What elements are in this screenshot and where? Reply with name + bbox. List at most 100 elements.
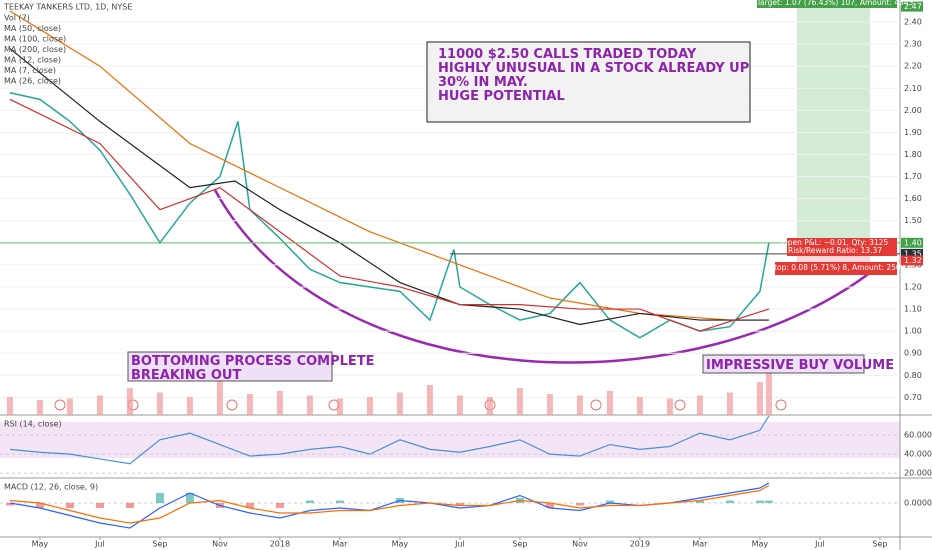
price-tag-label: 1.40 [904, 238, 922, 247]
y-tick-label: 2.10 [904, 84, 922, 93]
x-tick-label: 2018 [270, 540, 290, 549]
annotation-box [127, 351, 333, 382]
volume-bar [396, 392, 403, 415]
y-tick-label: 2.40 [904, 18, 922, 27]
histogram-bar [335, 500, 344, 503]
histogram-bar [155, 493, 164, 503]
y-tick-label: 0.0000 [904, 499, 932, 508]
panel-title: TEEKAY TANKERS LTD, 1D, NYSE [3, 3, 132, 12]
y-tick-label: 60.0000 [904, 431, 932, 440]
position-box [757, 0, 897, 8]
indicator-label: MA (7, close) [4, 66, 56, 75]
indicator-label: MA (26, close) [4, 77, 61, 86]
position-label: Stop: 0.08 (5.71%) 8, Amount: 250 [769, 263, 901, 272]
volume-bar [765, 370, 772, 415]
x-tick-label: 2019 [630, 540, 650, 549]
volume-bar [216, 377, 223, 415]
histogram-bar [245, 503, 254, 508]
series-line [9, 415, 770, 465]
volume-bar [96, 395, 103, 415]
y-tick-label: 0.70 [904, 393, 922, 402]
position-label: Target: 1.07 (76.43%) 107, Amount: 4343 [756, 0, 914, 7]
histogram-bar [755, 500, 764, 503]
x-tick-label: Jul [814, 540, 825, 549]
annotation-text: HUGE POTENTIAL [438, 89, 565, 104]
series-line [9, 10, 769, 321]
series-line [9, 98, 770, 332]
volume-bar [756, 382, 763, 415]
histogram-bar [65, 503, 74, 508]
annotation-text: BOTTOMING PROCESS COMPLETE [131, 354, 375, 369]
annotation-text: HIGHLY UNUSUAL IN A STOCK ALREADY UP [438, 61, 749, 76]
price-tag [901, 255, 923, 266]
volume-bar [36, 400, 43, 415]
histogram-bar [764, 500, 773, 503]
x-tick-label: Nov [572, 540, 588, 549]
price-tag [901, 237, 923, 248]
y-tick-label: 1.70 [904, 172, 922, 181]
indicator-label: MA (100, close) [4, 35, 66, 44]
x-tick-label: Jul [94, 540, 105, 549]
volume-bar [486, 397, 493, 415]
x-tick-label: Nov [212, 540, 228, 549]
histogram-bar [305, 500, 314, 503]
x-tick-label: Sep [512, 540, 527, 549]
volume-bar [606, 391, 613, 415]
indicator-label: MA (50, close) [4, 24, 61, 33]
price-tag-label: 2.47 [904, 2, 922, 11]
indicator-label: Vol (7) [4, 14, 30, 23]
rsi-band [0, 422, 900, 458]
volume-bar [516, 388, 523, 415]
position-box [787, 238, 897, 256]
y-tick-label: 40.0000 [904, 450, 932, 459]
histogram-bar [185, 493, 194, 503]
volume-bar [126, 388, 133, 415]
target-zone [797, 0, 870, 245]
volume-bar [366, 397, 373, 415]
y-tick-label: 2.30 [904, 40, 922, 49]
annotation-text: 11000 $2.50 CALLS TRADED TODAY [438, 47, 697, 62]
annotation-box [426, 41, 751, 123]
y-tick-label: 2.20 [904, 62, 922, 71]
x-tick-label: May [752, 540, 769, 549]
y-tick-label: 1.00 [904, 327, 922, 336]
panel-title: RSI (14, close) [4, 420, 62, 429]
volume-bar [666, 398, 673, 415]
histogram-bar [725, 500, 734, 503]
x-tick-label: May [32, 540, 49, 549]
x-tick-label: May [392, 540, 409, 549]
position-box [775, 262, 897, 275]
histogram-bar [545, 503, 554, 508]
histogram-bar [275, 503, 284, 508]
y-tick-label: 2.00 [904, 106, 922, 115]
volume-bar [546, 394, 553, 415]
x-tick-label: Sep [872, 540, 887, 549]
bottom-arc [213, 189, 881, 364]
volume-bar [186, 397, 193, 415]
volume-bar [6, 397, 13, 415]
panel-title: MACD (12, 26, close, 9) [4, 483, 98, 492]
volume-bar [576, 395, 583, 415]
position-label: Open P&L: −0.01, Qty: 3125 [782, 238, 889, 247]
histogram-bar [695, 500, 704, 503]
x-tick-label: Jul [454, 540, 465, 549]
price-tag [901, 248, 923, 259]
annotation-text: IMPRESSIVE BUY VOLUME [706, 358, 894, 373]
indicator-label: MA (12, close) [4, 56, 61, 65]
price-tag-label: 1.35 [904, 249, 922, 258]
volume-bar [246, 394, 253, 415]
histogram-bar [605, 500, 614, 503]
volume-bar [726, 392, 733, 415]
volume-bar [456, 395, 463, 415]
x-tick-label: Mar [692, 540, 708, 549]
x-tick-label: Mar [332, 540, 348, 549]
volume-bar [336, 398, 343, 415]
y-tick-label: 1.50 [904, 216, 922, 225]
indicator-label: MA (200, close) [4, 45, 66, 54]
histogram-bar [5, 503, 14, 506]
volume-bar [426, 385, 433, 415]
volume-bar [66, 398, 73, 415]
histogram-bar [455, 503, 464, 506]
volume-bar [696, 395, 703, 415]
y-tick-label: 1.20 [904, 282, 922, 291]
